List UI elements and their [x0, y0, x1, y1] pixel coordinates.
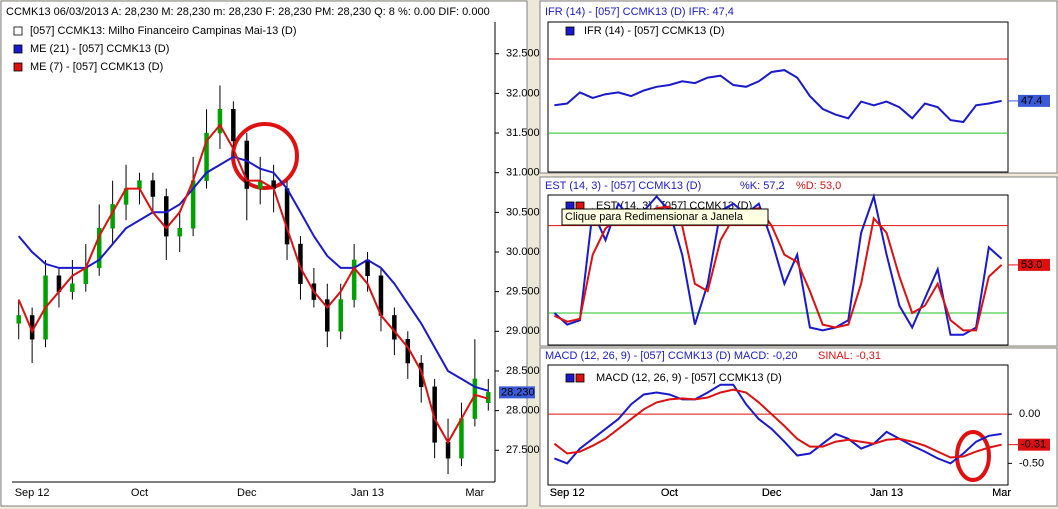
legend-entry: ME (7) - [057] CCMK13 (D) — [30, 61, 163, 73]
tooltip-box — [561, 208, 769, 226]
ifr-header: IFR (14) - [057] CCMK13 (D) IFR: 47,4 — [545, 6, 734, 18]
x-tick-label: Mar — [465, 487, 484, 499]
candle-body — [16, 315, 21, 324]
macd-header-signal: SINAL: -0,31 — [818, 350, 881, 362]
x-tick-label: Jan 13 — [870, 487, 903, 499]
value-marker-label: -0.31 — [1021, 439, 1046, 451]
y-tick-label: 29.500 — [506, 286, 540, 298]
value-marker — [1018, 258, 1050, 271]
y-tick-label: 29.000 — [506, 325, 540, 337]
x-tick-label: Sep 12 — [550, 487, 585, 499]
candle-body — [231, 108, 236, 142]
candle-body — [164, 196, 169, 237]
y-tick-label: 28.500 — [506, 365, 540, 377]
y-tick-label: 27.500 — [506, 444, 540, 456]
value-marker-label: 47.4 — [1021, 95, 1042, 107]
price-header: CCMK13 06/03/2013 A: 28,230 M: 28,230 m:… — [6, 6, 490, 18]
y-tick-label: 31.500 — [506, 127, 540, 139]
value-marker-label: 28.230 — [501, 386, 535, 398]
x-tick-label: Sep 12 — [550, 487, 585, 499]
x-tick-label: Dec — [237, 487, 257, 499]
macd-header: MACD (12, 26, 9) - [057] CCMK13 (D) MACD… — [545, 350, 797, 362]
value-marker — [499, 386, 535, 399]
y-tick-label: 31.000 — [506, 167, 540, 179]
y-tick-label: 30.500 — [506, 206, 540, 218]
est-header-d: %D: 53,0 — [796, 180, 841, 192]
right-frames — [547, 21, 1009, 486]
legend-swatch — [565, 26, 575, 36]
est-header: EST (14, 3) - [057] CCMK13 (D) — [545, 180, 701, 192]
x-tick-label: Oct — [661, 487, 678, 499]
x-tick-label: Mar — [992, 487, 1011, 499]
value-marker-label: 53.0 — [1021, 259, 1042, 271]
x-tick-label: Mar — [992, 487, 1011, 499]
y-tick-label: 28.000 — [506, 405, 540, 417]
macd-plot-frame — [547, 364, 1009, 486]
candle-body — [338, 299, 343, 332]
y-tick-label: 30.000 — [506, 246, 540, 258]
x-tick-label: Oct — [661, 487, 678, 499]
candle-body — [96, 227, 102, 269]
candle-body — [244, 140, 250, 189]
series-line — [17, 123, 489, 445]
legend-swatch — [575, 373, 585, 383]
legend-entry: MACD (12, 26, 9) - [057] CCMK13 (D) — [596, 372, 782, 384]
series-line — [554, 383, 1002, 465]
ifr-plot-frame — [547, 21, 1009, 173]
y-tick-label: 32.000 — [506, 87, 540, 99]
series-line — [17, 155, 489, 392]
ifr-panel — [539, 0, 1058, 174]
est-header-k: %K: 57,2 — [740, 180, 785, 192]
candle-body — [83, 267, 89, 284]
legend-swatch — [13, 44, 23, 54]
legend-swatch — [565, 373, 575, 383]
candle-body — [204, 132, 209, 181]
series-line — [553, 388, 1002, 459]
y-tick-label: 32.500 — [506, 48, 540, 60]
candle-body — [70, 283, 75, 292]
candle-body — [177, 227, 182, 237]
x-tick-label: Dec — [762, 487, 782, 499]
candle-body — [351, 259, 357, 300]
candle-body — [325, 299, 330, 332]
tooltip: Clique para Redimensionar a Janela — [565, 211, 744, 223]
y-tick-label: -0.50 — [1019, 457, 1044, 469]
x-tick-label: Dec — [762, 487, 782, 499]
legend-entry: IFR (14) - [057] CCMK13 (D) — [584, 25, 725, 37]
candle-body — [137, 180, 142, 189]
legend-entry: ME (21) - [057] CCMK13 (D) — [30, 43, 169, 55]
legend-entry: [057] CCMK13: Milho Financeiro Campinas … — [30, 25, 297, 37]
x-tick-label: Jan 13 — [351, 487, 384, 499]
candle-body — [459, 418, 464, 459]
est-plot-frame — [547, 194, 1009, 346]
x-tick-label: Sep 12 — [15, 487, 50, 499]
candle-body — [365, 259, 370, 277]
candle-body — [392, 315, 397, 340]
series-line — [554, 69, 1002, 124]
candle-body — [445, 442, 451, 459]
price-panel — [0, 0, 528, 507]
candle-body — [284, 188, 290, 245]
value-marker — [1018, 438, 1050, 451]
candle-body — [150, 180, 156, 197]
x-tick-label: Jan 13 — [870, 487, 903, 499]
value-marker — [1018, 94, 1050, 107]
legend-swatch — [13, 62, 23, 72]
candle-body — [217, 108, 223, 134]
y-tick-label: 0.00 — [1019, 408, 1040, 420]
x-tick-label: Oct — [131, 487, 148, 499]
legend-swatch — [13, 26, 23, 36]
